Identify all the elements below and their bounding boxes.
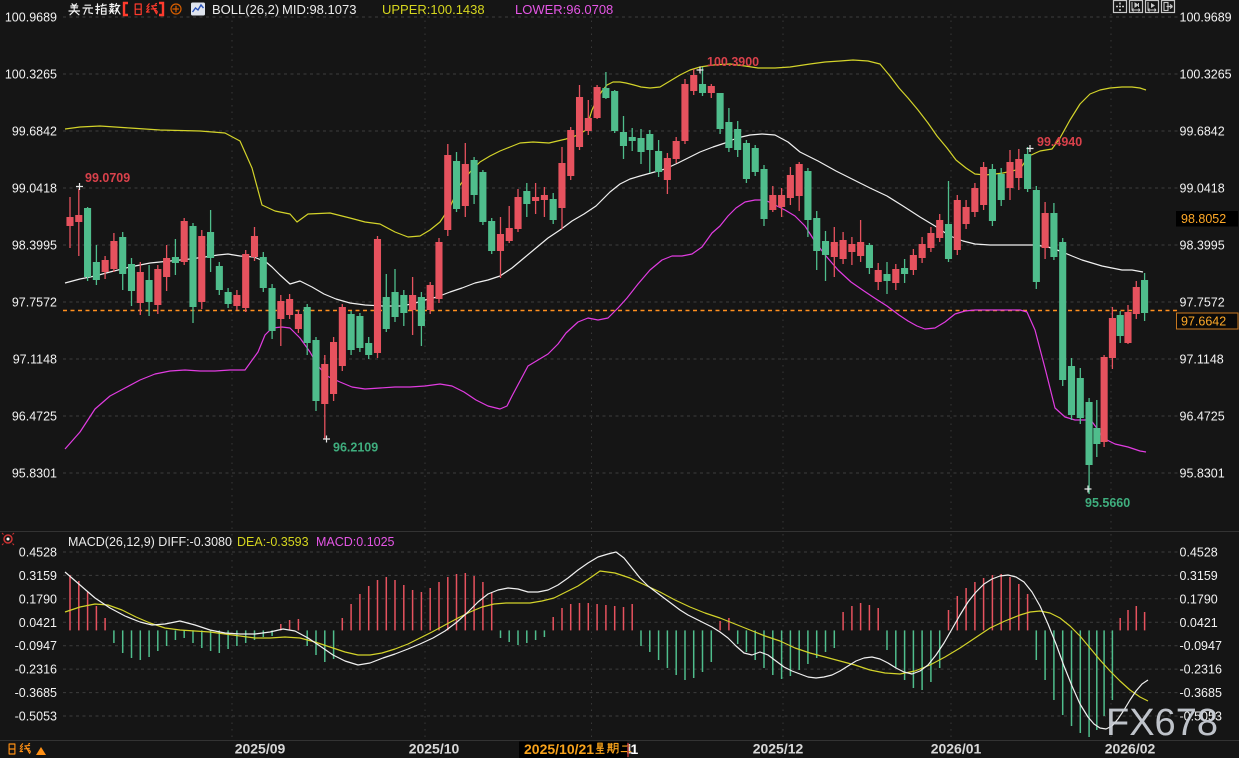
svg-text:99.0709: 99.0709 <box>85 171 130 185</box>
svg-text:2026/01: 2026/01 <box>931 741 982 757</box>
svg-text:MID:98.1073: MID:98.1073 <box>282 2 356 17</box>
svg-text:95.8301: 95.8301 <box>1180 467 1225 481</box>
svg-text:-0.0947: -0.0947 <box>1180 639 1222 653</box>
svg-text:-0.5053: -0.5053 <box>1180 710 1222 724</box>
svg-text:0.0421: 0.0421 <box>19 616 57 630</box>
svg-text:0.1790: 0.1790 <box>1180 592 1218 606</box>
svg-text:-0.5053: -0.5053 <box>15 710 57 724</box>
svg-text:95.5660: 95.5660 <box>1085 496 1130 510</box>
svg-text:95.8301: 95.8301 <box>12 467 57 481</box>
svg-text:100.3265: 100.3265 <box>5 68 57 82</box>
svg-text:99.6842: 99.6842 <box>12 125 57 139</box>
svg-text:DEA:-0.3593: DEA:-0.3593 <box>237 535 309 549</box>
svg-text:97.1148: 97.1148 <box>13 353 57 367</box>
svg-text:UPPER:100.1438: UPPER:100.1438 <box>382 2 485 17</box>
svg-text:97.1148: 97.1148 <box>1180 353 1224 367</box>
svg-text:-0.3685: -0.3685 <box>1180 686 1222 700</box>
svg-text:97.6642: 97.6642 <box>1181 315 1226 329</box>
svg-text:2025/10/21: 2025/10/21 <box>524 741 594 757</box>
svg-text:96.2109: 96.2109 <box>333 441 378 455</box>
svg-text:2025/09: 2025/09 <box>235 741 286 757</box>
svg-text:-0.0947: -0.0947 <box>15 639 57 653</box>
svg-text:LOWER:96.0708: LOWER:96.0708 <box>515 2 613 17</box>
svg-text:BOLL(26,2): BOLL(26,2) <box>212 2 279 17</box>
svg-text:97.7572: 97.7572 <box>1180 296 1225 310</box>
svg-text:2025/12: 2025/12 <box>753 741 804 757</box>
svg-text:99.4940: 99.4940 <box>1037 135 1082 149</box>
svg-text:97.7572: 97.7572 <box>12 296 57 310</box>
svg-text:1: 1 <box>631 741 639 757</box>
svg-text:96.4725: 96.4725 <box>1180 410 1225 424</box>
svg-text:0.3159: 0.3159 <box>19 569 57 583</box>
svg-text:-0.3685: -0.3685 <box>15 686 57 700</box>
svg-text:0.3159: 0.3159 <box>1180 569 1218 583</box>
svg-text:99.6842: 99.6842 <box>1180 125 1225 139</box>
svg-text:MACD(26,12,9) DIFF:-0.3080: MACD(26,12,9) DIFF:-0.3080 <box>68 535 232 549</box>
svg-text:MACD:0.1025: MACD:0.1025 <box>316 535 395 549</box>
svg-text:-0.2316: -0.2316 <box>1180 663 1222 677</box>
svg-text:2025/10: 2025/10 <box>409 741 460 757</box>
svg-text:98.3995: 98.3995 <box>12 239 57 253</box>
svg-text:98.3995: 98.3995 <box>1180 239 1225 253</box>
svg-text:0.4528: 0.4528 <box>19 546 57 560</box>
svg-text:0.1790: 0.1790 <box>19 592 57 606</box>
svg-text:0.4528: 0.4528 <box>1180 546 1218 560</box>
svg-text:99.0418: 99.0418 <box>1180 182 1225 196</box>
svg-text:99.0418: 99.0418 <box>12 182 57 196</box>
svg-text:-0.2316: -0.2316 <box>15 663 57 677</box>
svg-text:98.8052: 98.8052 <box>1181 212 1226 226</box>
svg-text:96.4725: 96.4725 <box>12 410 57 424</box>
svg-text:2026/02: 2026/02 <box>1105 741 1156 757</box>
svg-text:FX678: FX678 <box>1106 702 1218 744</box>
svg-text:100.3900: 100.3900 <box>707 55 759 69</box>
svg-text:100.3265: 100.3265 <box>1180 68 1232 82</box>
svg-text:0.0421: 0.0421 <box>1180 616 1218 630</box>
svg-text:100.9689: 100.9689 <box>5 11 57 25</box>
svg-text:100.9689: 100.9689 <box>1180 11 1232 25</box>
